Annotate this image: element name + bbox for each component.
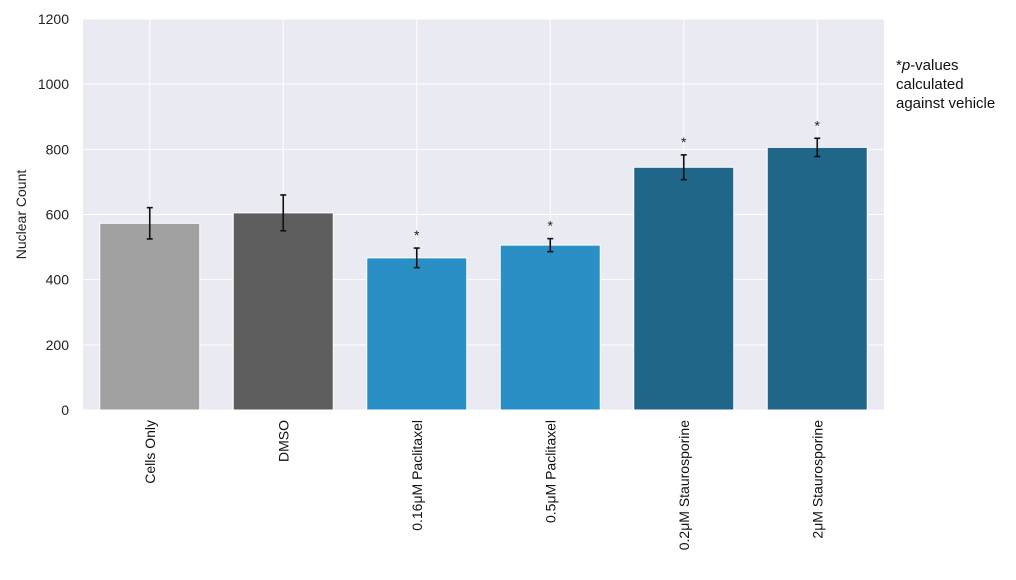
y-tick-label: 600 — [46, 207, 70, 223]
note-star: * — [896, 57, 902, 74]
bar — [766, 146, 868, 411]
x-tick-label: DMSO — [275, 420, 291, 462]
x-tick-label: Cells Only — [142, 420, 158, 484]
bar — [232, 212, 334, 411]
note-line-1: *p-values — [896, 56, 995, 75]
x-tick-label: 0.5μM Paclitaxel — [542, 420, 558, 523]
significance-star: * — [681, 134, 687, 150]
x-tick-label: 0.2μM Staurosporine — [676, 420, 692, 550]
x-tick-label: 0.16μM Paclitaxel — [409, 420, 425, 531]
significance-star: * — [548, 218, 554, 234]
note-line-3: against vehicle — [896, 95, 996, 112]
y-tick-label: 1000 — [38, 76, 69, 92]
y-tick-label: 0 — [61, 402, 69, 418]
y-tick-label: 200 — [46, 337, 70, 353]
p-value-note: *p-values calculated against vehicle — [896, 56, 995, 113]
bar — [633, 166, 735, 411]
bar — [366, 257, 468, 411]
significance-star: * — [414, 227, 420, 243]
error-bars — [146, 137, 821, 269]
bars — [99, 146, 868, 411]
y-tick-label: 800 — [46, 141, 70, 157]
bar — [99, 222, 201, 411]
bar — [499, 244, 601, 411]
note-line-2: calculated — [896, 76, 964, 93]
y-tick-label: 400 — [46, 272, 70, 288]
significance-markers: * * * * — [414, 117, 821, 243]
note-p: p — [901, 57, 911, 74]
y-axis-label: Nuclear Count — [13, 170, 29, 260]
note-line-1-rest: -values — [910, 57, 959, 74]
significance-star: * — [815, 117, 821, 133]
x-tick-label: 2μM Staurosporine — [809, 420, 825, 539]
y-tick-labels: 0 200 400 600 800 1000 1200 — [38, 11, 69, 418]
y-tick-label: 1200 — [38, 11, 69, 27]
x-tick-labels: Cells Only DMSO 0.16μM Paclitaxel 0.5μM Pac… — [142, 420, 826, 550]
